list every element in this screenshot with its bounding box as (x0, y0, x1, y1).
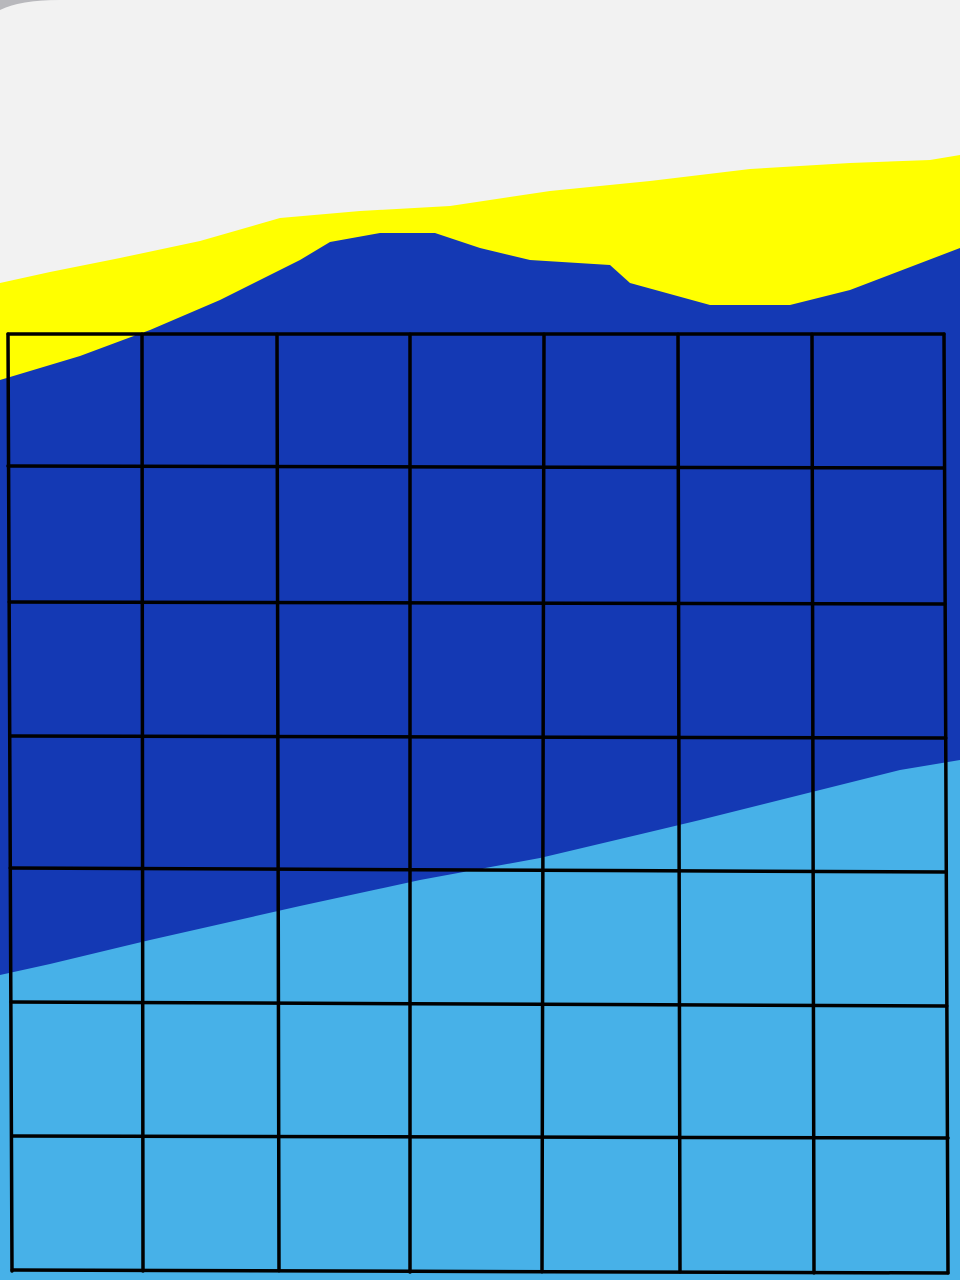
grid-line (7, 600, 947, 606)
grid-line (275, 332, 281, 1273)
light-blue-area (0, 760, 960, 1280)
grid (6, 332, 950, 1275)
grid-line (942, 332, 950, 1275)
grid-line (6, 332, 14, 1273)
grid-line (8, 866, 948, 874)
grid-line (540, 332, 546, 1274)
grid-line (10, 1268, 950, 1275)
corner-stroke (0, 0, 60, 10)
grid-line (8, 734, 948, 740)
grid-line (10, 1134, 950, 1140)
grid-line (140, 332, 145, 1273)
grid-line (676, 332, 682, 1274)
grid-line (9, 1000, 949, 1008)
grid-line (6, 464, 946, 470)
grid-line (810, 332, 816, 1275)
